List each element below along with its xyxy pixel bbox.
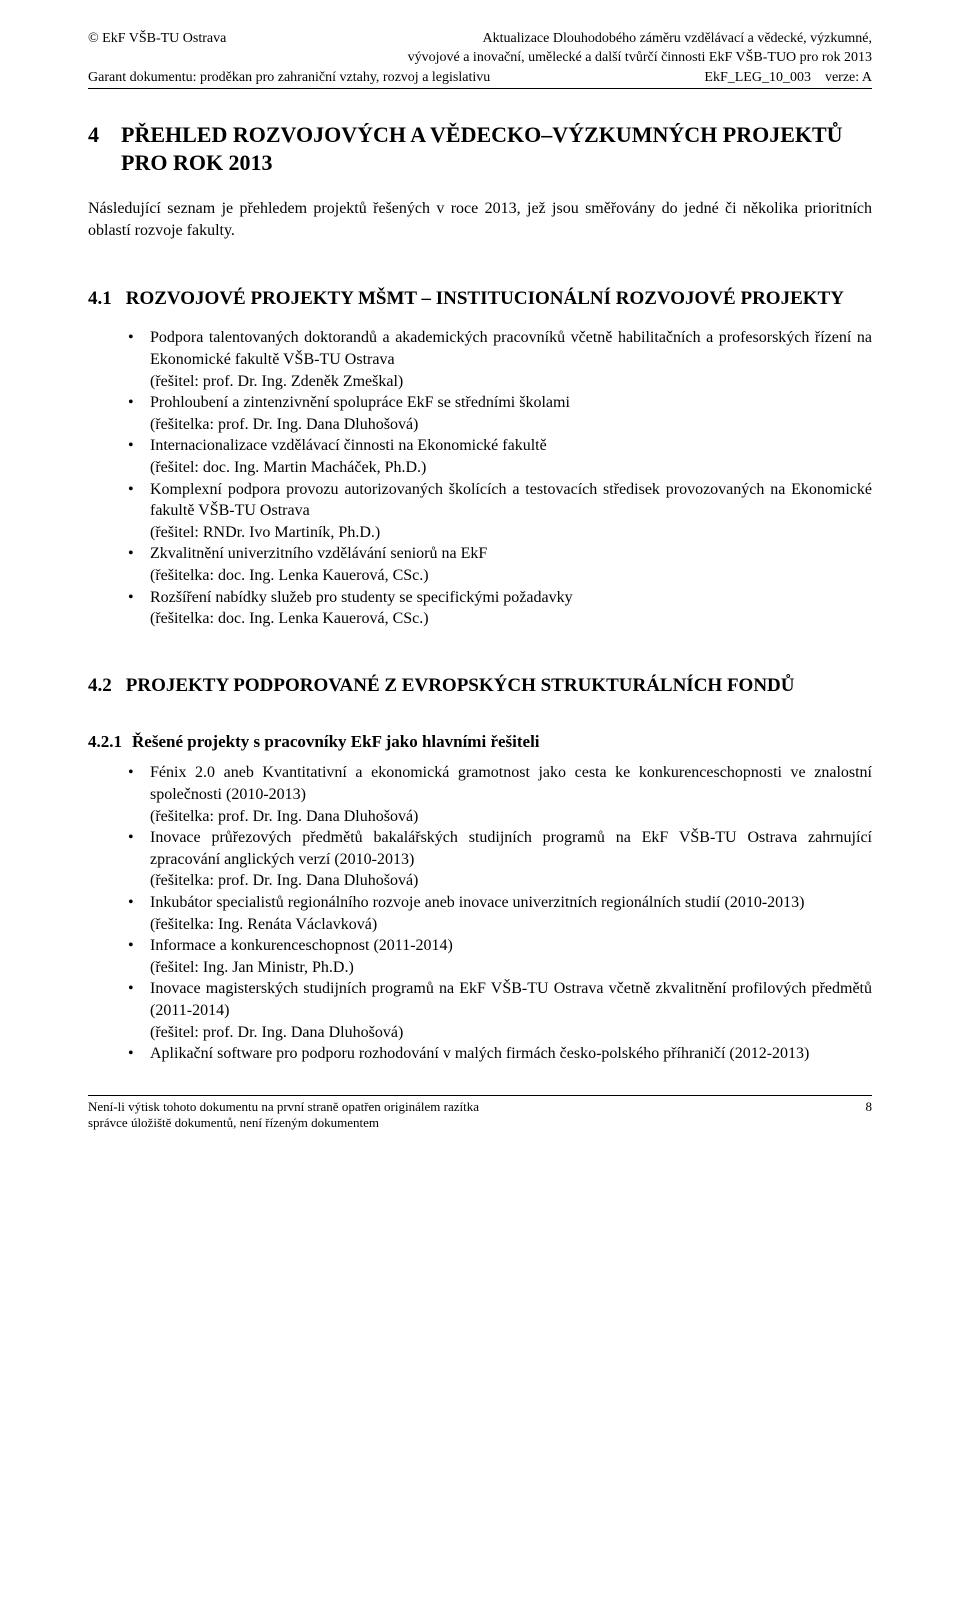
page-footer: Není-li výtisk tohoto dokumentu na první… (88, 1095, 872, 1132)
section-41-number: 4.1 (88, 287, 112, 312)
list-item: Fénix 2.0 aneb Kvantitativní a ekonomick… (128, 762, 872, 827)
item-text: Zkvalitnění univerzitního vzdělávání sen… (150, 545, 487, 562)
item-solver: (řešitelka: prof. Dr. Ing. Dana Dluhošov… (150, 806, 872, 828)
section-4-heading: 4 PŘEHLED ROZVOJOVÝCH A VĚDECKO–VÝZKUMNÝ… (88, 121, 872, 178)
section-42-heading: 4.2 PROJEKTY PODPOROVANÉ Z EVROPSKÝCH ST… (88, 674, 872, 699)
list-item: Zkvalitnění univerzitního vzdělávání sen… (128, 543, 872, 586)
item-text: Podpora talentovaných doktorandů a akade… (150, 329, 872, 368)
footer-line1: Není-li výtisk tohoto dokumentu na první… (88, 1099, 479, 1114)
list-item: Internacionalizace vzdělávací činnosti n… (128, 435, 872, 478)
item-text: Inovace průřezových předmětů bakalářskýc… (150, 829, 872, 868)
item-solver: (řešitel: prof. Dr. Ing. Zdeněk Zmeškal) (150, 371, 872, 393)
footer-text: Není-li výtisk tohoto dokumentu na první… (88, 1099, 479, 1132)
section-4-number: 4 (88, 121, 99, 178)
item-text: Aplikační software pro podporu rozhodová… (150, 1045, 809, 1062)
item-text: Inkubátor specialistů regionálního rozvo… (150, 894, 804, 911)
section-4-title: PŘEHLED ROZVOJOVÝCH A VĚDECKO–VÝZKUMNÝCH… (121, 121, 872, 178)
list-item: Rozšíření nabídky služeb pro studenty se… (128, 587, 872, 630)
section-41-title: ROZVOJOVÉ PROJEKTY MŠMT – INSTITUCIONÁLN… (126, 287, 844, 312)
header-docid-block: EkF_LEG_10_003 verze: A (704, 70, 872, 86)
item-text: Inovace magisterských studijních program… (150, 980, 872, 1019)
footer-page-number: 8 (866, 1099, 873, 1115)
header-garant: Garant dokumentu: proděkan pro zahraničn… (88, 70, 490, 86)
section-421-title: Řešené projekty s pracovníky EkF jako hl… (132, 732, 540, 752)
header-title-line1: Aktualizace Dlouhodobého záměru vzděláva… (483, 31, 873, 46)
section-41-heading: 4.1 ROZVOJOVÉ PROJEKTY MŠMT – INSTITUCIO… (88, 287, 872, 312)
header-title-block: Aktualizace Dlouhodobého záměru vzděláva… (236, 30, 872, 68)
list-item: Inovace magisterských studijních program… (128, 978, 872, 1043)
section-4-intro: Následující seznam je přehledem projektů… (88, 198, 872, 243)
list-item: Prohloubení a zintenzivnění spolupráce E… (128, 392, 872, 435)
item-text: Informace a konkurenceschopnost (2011-20… (150, 937, 453, 954)
list-item: Inovace průřezových předmětů bakalářskýc… (128, 827, 872, 892)
section-421-list: Fénix 2.0 aneb Kvantitativní a ekonomick… (88, 762, 872, 1064)
section-42-number: 4.2 (88, 674, 112, 699)
item-solver: (řešitel: RNDr. Ivo Martiník, Ph.D.) (150, 522, 872, 544)
section-421-heading: 4.2.1 Řešené projekty s pracovníky EkF j… (88, 732, 872, 752)
list-item: Aplikační software pro podporu rozhodová… (128, 1043, 872, 1065)
section-41-list: Podpora talentovaných doktorandů a akade… (88, 327, 872, 629)
page-header-bottom: Garant dokumentu: proděkan pro zahraničn… (88, 70, 872, 89)
item-text: Rozšíření nabídky služeb pro studenty se… (150, 589, 573, 606)
item-solver: (řešitel: doc. Ing. Martin Macháček, Ph.… (150, 457, 872, 479)
item-solver: (řešitelka: prof. Dr. Ing. Dana Dluhošov… (150, 870, 872, 892)
item-solver: (řešitelka: doc. Ing. Lenka Kauerová, CS… (150, 565, 872, 587)
header-version: verze: A (825, 70, 872, 85)
page-header-top: © EkF VŠB-TU Ostrava Aktualizace Dlouhod… (88, 30, 872, 68)
item-text: Internacionalizace vzdělávací činnosti n… (150, 437, 547, 454)
footer-line2: správce úložiště dokumentů, není řízeným… (88, 1115, 379, 1130)
item-text: Fénix 2.0 aneb Kvantitativní a ekonomick… (150, 764, 872, 803)
section-42-title: PROJEKTY PODPOROVANÉ Z EVROPSKÝCH STRUKT… (126, 674, 795, 699)
header-copyright: © EkF VŠB-TU Ostrava (88, 30, 226, 68)
list-item: Podpora talentovaných doktorandů a akade… (128, 327, 872, 392)
item-solver: (řešitel: prof. Dr. Ing. Dana Dluhošová) (150, 1022, 872, 1044)
document-page: © EkF VŠB-TU Ostrava Aktualizace Dlouhod… (0, 0, 960, 1171)
item-solver: (řešitelka: prof. Dr. Ing. Dana Dluhošov… (150, 414, 872, 436)
item-solver: (řešitel: Ing. Jan Ministr, Ph.D.) (150, 957, 872, 979)
list-item: Inkubátor specialistů regionálního rozvo… (128, 892, 872, 935)
header-doc-id: EkF_LEG_10_003 (704, 70, 811, 85)
item-text: Prohloubení a zintenzivnění spolupráce E… (150, 394, 570, 411)
item-text: Komplexní podpora provozu autorizovaných… (150, 481, 872, 520)
list-item: Komplexní podpora provozu autorizovaných… (128, 479, 872, 544)
item-solver: (řešitelka: doc. Ing. Lenka Kauerová, CS… (150, 608, 872, 630)
list-item: Informace a konkurenceschopnost (2011-20… (128, 935, 872, 978)
item-solver: (řešitelka: Ing. Renáta Václavková) (150, 914, 872, 936)
section-421-number: 4.2.1 (88, 732, 122, 752)
header-title-line2: vývojové a inovační, umělecké a další tv… (408, 50, 872, 65)
